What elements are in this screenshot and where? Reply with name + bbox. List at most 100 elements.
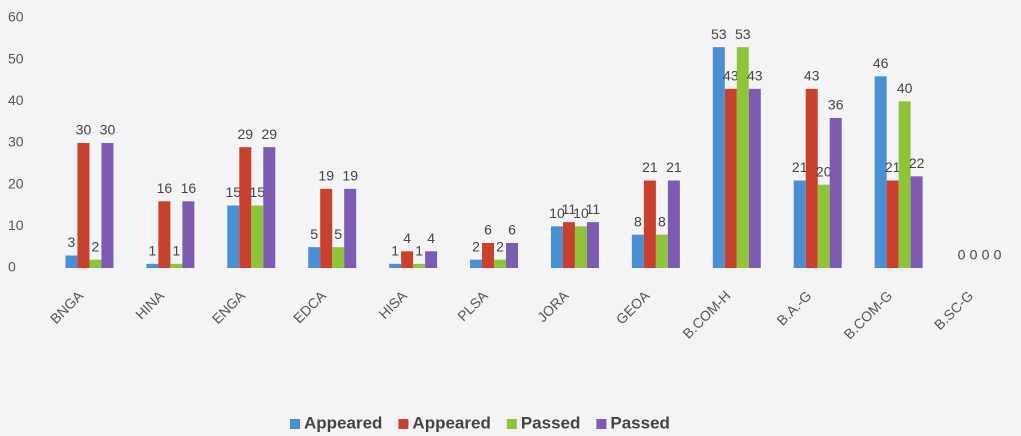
- bar: [425, 251, 438, 268]
- data-label: 2: [496, 238, 504, 254]
- data-label: 15: [226, 184, 242, 200]
- legend-swatch: [290, 419, 300, 429]
- bar: [413, 263, 426, 268]
- bar: [748, 88, 761, 268]
- data-label: 53: [711, 26, 727, 42]
- bar: [886, 180, 899, 268]
- data-label: 43: [747, 68, 763, 84]
- bar: [182, 201, 195, 268]
- bar: [910, 176, 923, 268]
- x-tick-label: JORA: [534, 287, 572, 325]
- x-tick-label: B.SC-G: [931, 287, 976, 332]
- y-tick-label: 0: [8, 259, 16, 275]
- data-label: 16: [157, 180, 173, 196]
- x-tick-label: PLSA: [454, 287, 491, 324]
- data-label: 15: [250, 184, 266, 200]
- bar: [158, 201, 171, 268]
- bar: [89, 259, 102, 268]
- bar: [874, 76, 887, 268]
- bar: [332, 247, 345, 268]
- bar: [170, 263, 183, 268]
- bar: [308, 247, 321, 268]
- data-label: 16: [181, 180, 197, 196]
- bar: [586, 222, 599, 268]
- data-label: 43: [723, 68, 739, 84]
- data-label: 46: [873, 55, 889, 71]
- bar: [77, 143, 90, 268]
- legend: Appeared Appeared Passed Passed: [290, 413, 670, 432]
- data-label: 0: [982, 247, 990, 263]
- bar: [643, 180, 656, 268]
- bar: [494, 259, 507, 268]
- data-label: 1: [391, 243, 399, 259]
- data-label: 1: [415, 243, 423, 259]
- data-label: 29: [262, 126, 278, 142]
- y-tick-label: 50: [8, 50, 24, 66]
- y-tick-label: 30: [8, 134, 24, 150]
- legend-label: Passed: [610, 413, 670, 432]
- data-label: 3: [68, 234, 76, 250]
- bar: [401, 251, 414, 268]
- bar: [65, 255, 78, 268]
- x-tick-label: EDCA: [290, 287, 329, 326]
- bar: [712, 47, 725, 268]
- data-label: 6: [508, 222, 516, 238]
- legend-label: Passed: [521, 413, 581, 432]
- bar: [146, 263, 159, 268]
- bar: [101, 143, 114, 268]
- bar: [805, 88, 818, 268]
- legend-label: Appeared: [304, 413, 382, 432]
- bar: [562, 222, 575, 268]
- bar: [344, 188, 357, 268]
- data-label: 8: [658, 213, 666, 229]
- legend-swatch: [506, 419, 517, 429]
- data-label: 0: [958, 247, 966, 263]
- data-label: 0: [994, 247, 1002, 263]
- data-label: 2: [92, 238, 100, 254]
- data-label: 30: [76, 122, 92, 138]
- data-label: 0: [970, 247, 978, 263]
- x-tick-label: B.COM-H: [679, 287, 733, 341]
- bar: [320, 188, 333, 268]
- legend-label: Appeared: [412, 413, 490, 432]
- bar: [829, 118, 842, 268]
- data-label: 10: [549, 205, 565, 221]
- x-tick-label: ENGA: [209, 287, 249, 327]
- bar: [470, 259, 483, 268]
- bar: [227, 205, 240, 268]
- y-tick-label: 10: [8, 217, 24, 233]
- x-tick-label: HINA: [132, 287, 167, 322]
- x-tick-label: BNGA: [47, 287, 87, 327]
- data-label: 43: [804, 68, 820, 84]
- data-label: 2: [472, 238, 480, 254]
- y-tick-label: 40: [8, 92, 24, 108]
- data-label: 21: [885, 159, 901, 175]
- bar: [550, 226, 563, 268]
- data-label: 10: [573, 205, 589, 221]
- bar: [817, 184, 830, 268]
- data-label: 21: [642, 159, 658, 175]
- y-tick-label: 20: [8, 175, 24, 191]
- data-label: 36: [828, 97, 844, 113]
- data-label: 11: [586, 201, 601, 217]
- bar: [631, 234, 644, 268]
- bar: [263, 147, 276, 268]
- y-tick-label: 60: [8, 9, 24, 25]
- data-label: 11: [562, 201, 577, 217]
- bar: [736, 47, 749, 268]
- x-tick-label: HISA: [375, 287, 410, 322]
- data-label: 30: [100, 122, 116, 138]
- legend-swatch: [398, 419, 409, 429]
- bar: [724, 88, 737, 268]
- data-label: 8: [634, 213, 642, 229]
- data-label: 29: [238, 126, 254, 142]
- data-label: 53: [735, 26, 751, 42]
- data-label: 20: [816, 163, 832, 179]
- bar: [482, 243, 495, 268]
- data-label: 4: [403, 230, 411, 246]
- bar: [898, 101, 911, 268]
- bar: [389, 263, 402, 268]
- data-label: 5: [310, 226, 318, 242]
- data-label: 1: [172, 243, 180, 259]
